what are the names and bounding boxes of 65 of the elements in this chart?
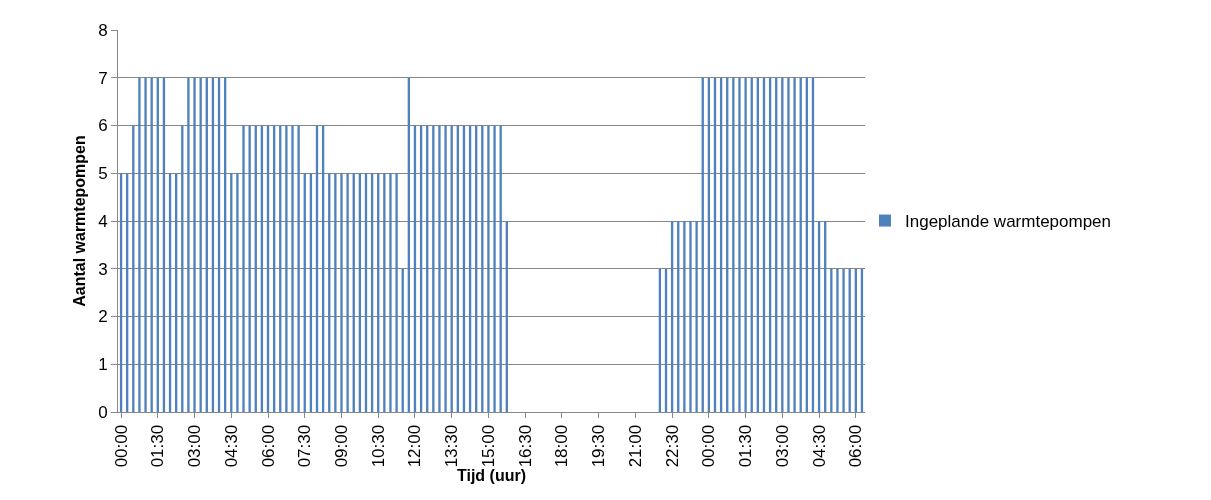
y-tick-label: 8	[98, 20, 108, 40]
x-tick-label: 09:00	[332, 424, 352, 468]
bar	[395, 173, 398, 412]
bar	[683, 221, 686, 412]
y-axis-title: Aantal warmtepompen	[71, 135, 89, 307]
x-tick-label: 06:00	[258, 424, 278, 468]
y-tick-label: 2	[98, 307, 108, 327]
bar	[346, 173, 349, 412]
bar	[793, 77, 796, 412]
bar	[787, 77, 790, 412]
bar	[193, 77, 196, 412]
bar	[340, 173, 343, 412]
bar	[836, 268, 839, 412]
y-tick-label: 7	[98, 68, 108, 88]
legend-label: Ingeplande warmtepompen	[905, 212, 1112, 232]
y-tick-label: 5	[98, 164, 108, 184]
x-tick-label: 19:30	[589, 424, 609, 468]
x-tick-label: 21:00	[625, 424, 645, 468]
x-tick-label: 15:00	[478, 424, 498, 468]
bar	[695, 221, 698, 412]
x-tick-label: 12:00	[405, 424, 425, 468]
x-tick-label: 00:00	[699, 424, 719, 468]
x-tick-label: 03:00	[185, 424, 205, 468]
bar	[138, 77, 141, 412]
x-tick-label: 10:30	[368, 424, 388, 468]
bar	[242, 125, 245, 412]
x-tick-label: 07:30	[295, 424, 315, 468]
bar	[236, 173, 239, 412]
x-tick-label: 22:30	[662, 424, 682, 468]
bar	[444, 125, 447, 412]
bar	[842, 268, 845, 412]
bar	[334, 173, 337, 412]
bar	[383, 173, 386, 412]
x-tick-label: 03:00	[772, 424, 792, 468]
x-tick-label: 00:00	[111, 424, 131, 468]
x-axis-title: Tijd (uur)	[456, 467, 527, 485]
bar	[389, 173, 392, 412]
bar	[744, 77, 747, 412]
x-tick-label: 18:00	[552, 424, 572, 468]
y-tick-label: 1	[98, 355, 108, 375]
bar	[438, 125, 441, 412]
bar	[689, 221, 692, 412]
x-tick-label: 01:30	[736, 424, 756, 468]
bar	[738, 77, 741, 412]
bar	[187, 77, 190, 412]
bar	[732, 77, 735, 412]
bar	[285, 125, 288, 412]
x-tick-label: 04:30	[809, 424, 829, 468]
x-tick-label: 01:30	[148, 424, 168, 468]
bar	[781, 77, 784, 412]
y-tick-label: 3	[98, 259, 108, 279]
x-tick-label: 06:00	[846, 424, 866, 468]
bar	[432, 125, 435, 412]
bar	[297, 125, 300, 412]
bar	[291, 125, 294, 412]
bar	[144, 77, 147, 412]
y-tick-label: 6	[98, 116, 108, 136]
x-tick-label: 13:30	[442, 424, 462, 468]
y-tick-label: 0	[98, 402, 108, 422]
bar	[248, 125, 251, 412]
bar	[493, 125, 496, 412]
bar	[487, 125, 490, 412]
x-tick-label: 04:30	[221, 424, 241, 468]
x-tick-label: 16:30	[515, 424, 535, 468]
y-tick-label: 4	[98, 211, 108, 231]
